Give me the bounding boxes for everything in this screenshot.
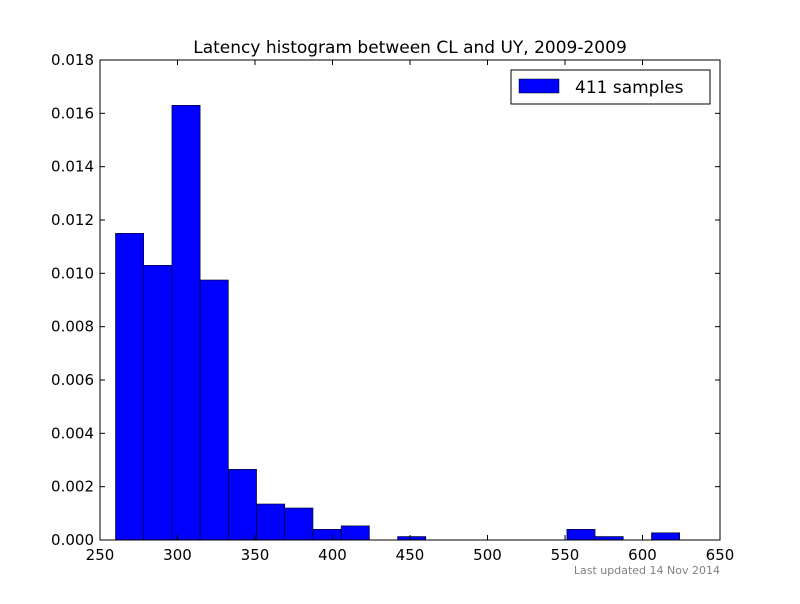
histogram-bar	[171, 105, 201, 541]
x-tick-label: 250	[86, 546, 115, 564]
y-tick-label: 0.002	[51, 478, 94, 496]
x-tick-label: 400	[318, 546, 347, 564]
y-tick-label: 0.010	[51, 264, 94, 282]
x-tick-label: 650	[706, 546, 735, 564]
histogram-bar	[594, 536, 624, 541]
histogram-bar	[143, 265, 173, 541]
y-tick-label: 0.016	[51, 104, 94, 122]
histogram-bar	[115, 233, 145, 541]
legend: 411 samples	[510, 69, 711, 105]
legend-swatch	[518, 78, 560, 94]
chart-title: Latency histogram between CL and UY, 200…	[193, 38, 627, 58]
y-tick-label: 0.000	[51, 531, 94, 549]
histogram-bar	[397, 536, 427, 541]
y-tick-label: 0.012	[51, 211, 94, 229]
histogram-bar	[228, 469, 257, 541]
x-tick-label: 450	[396, 546, 425, 564]
histogram-bar	[651, 532, 680, 541]
y-tick-label: 0.006	[51, 371, 94, 389]
y-tick-label: 0.018	[51, 51, 94, 69]
x-tick-label: 600	[628, 546, 657, 564]
y-tick-label: 0.008	[51, 318, 94, 336]
bars-group	[115, 105, 680, 541]
y-tick-label: 0.004	[51, 424, 94, 442]
y-tick-label: 0.014	[51, 158, 94, 176]
histogram-bar	[566, 529, 596, 541]
last-updated-note: Last updated 14 Nov 2014	[574, 564, 720, 577]
legend-label: 411 samples	[575, 78, 684, 98]
x-tick-label: 300	[163, 546, 192, 564]
x-tick-label: 550	[551, 546, 580, 564]
histogram-bar	[340, 525, 370, 541]
histogram-bar	[199, 279, 229, 541]
histogram-bar	[312, 529, 342, 541]
x-tick-label: 350	[241, 546, 270, 564]
histogram-bar	[256, 503, 286, 541]
histogram-bar	[284, 507, 314, 541]
x-tick-label: 500	[473, 546, 502, 564]
ticks-group: 250 300 350 400 450 500 550 600 650 0.000 0.002 0.0…	[51, 51, 734, 564]
